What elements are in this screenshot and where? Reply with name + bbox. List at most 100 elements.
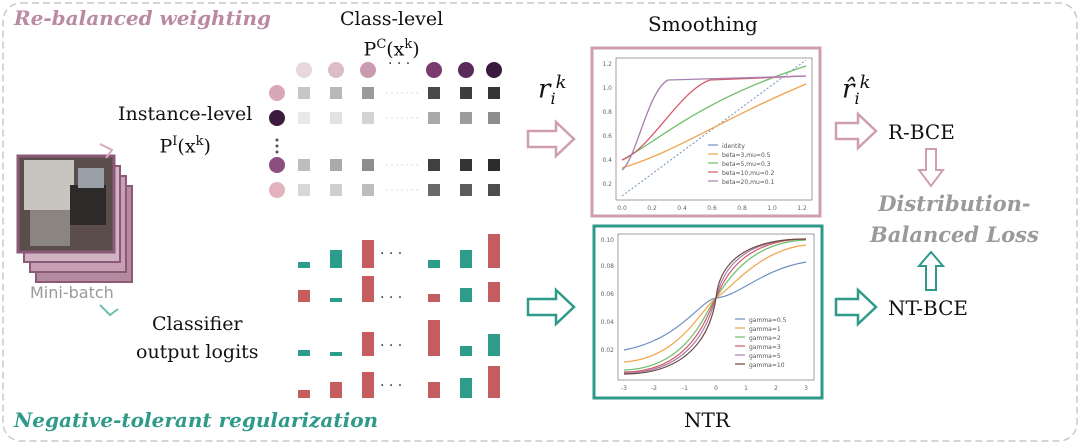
smoothing-legend-0: identity xyxy=(722,143,745,150)
smoothing-curve-1 xyxy=(621,83,807,169)
logit-bar xyxy=(428,294,440,302)
matrix-cell xyxy=(488,112,500,124)
outer-frame xyxy=(2,2,1078,442)
r-ik-sup: k xyxy=(555,72,567,93)
ntr-xtick: -2 xyxy=(651,385,657,392)
matrix-cell xyxy=(298,87,310,99)
instance-level-close: ) xyxy=(203,135,211,158)
distribution-balanced-loss: Distribution- Balanced Loss xyxy=(870,188,1039,250)
instance-level-formula: PI(xk) xyxy=(118,128,252,160)
logit-bar xyxy=(330,382,342,398)
matrix-cell xyxy=(488,159,500,171)
matrix-cell xyxy=(298,159,310,171)
class-level-dots xyxy=(296,62,502,78)
matrix-cell xyxy=(460,87,472,99)
mini-batch-images xyxy=(16,154,133,283)
smoothing-xtick: 0.8 xyxy=(737,205,747,212)
instance-level-p: P xyxy=(159,135,173,158)
section-title-ntr: Negative-tolerant regularization xyxy=(14,408,379,432)
instance-level-x: (x xyxy=(177,135,196,158)
weight-matrix xyxy=(298,87,500,196)
ntr-xtick: 3 xyxy=(804,385,808,392)
class-dot xyxy=(458,62,474,78)
matrix-cell xyxy=(298,184,310,196)
rhat-ik-symbol: r̂ik xyxy=(842,72,870,108)
smoothing-curve-4 xyxy=(621,75,807,171)
class-level-sup: C xyxy=(376,37,387,52)
classifier-subtitle: output logits xyxy=(136,341,259,363)
logit-bar xyxy=(362,276,374,302)
section-title-rebalanced: Re-balanced weighting xyxy=(14,6,271,30)
logit-bar xyxy=(488,234,500,268)
db-loss-line-2: Balanced Loss xyxy=(870,222,1039,247)
class-level-formula: PC(xk) xyxy=(340,32,443,62)
ntr-legend-2: gamma=2 xyxy=(749,335,781,342)
logit-bar xyxy=(298,350,310,356)
ntr-legend-5: gamma=10 xyxy=(749,362,785,369)
arrow-to-smoothing xyxy=(526,119,576,159)
ntr-xticks: -3 -2 -1 0 1 2 3 xyxy=(621,385,808,392)
classifier-title: Classifier xyxy=(152,313,243,335)
matrix-cell xyxy=(330,159,342,171)
logit-bar xyxy=(460,288,472,302)
smoothing-xtick: 1.2 xyxy=(797,205,807,212)
ntr-ytick: 0.10 xyxy=(601,237,615,244)
ntr-xtick: 0 xyxy=(714,385,718,392)
smoothing-legend: identity beta=3,mu=0.5 beta=5,mu=0.3 bet… xyxy=(708,143,774,186)
ntr-axes xyxy=(617,233,815,381)
ntr-xtick: 1 xyxy=(744,385,748,392)
matrix-cell xyxy=(428,112,440,124)
r-ik-sub: i xyxy=(550,88,556,108)
inst-ellipsis xyxy=(275,150,279,154)
logit-bar xyxy=(330,298,342,302)
r-ik-base: r xyxy=(538,74,551,105)
matrix-cell xyxy=(362,112,374,124)
logit-bar xyxy=(330,250,342,268)
instance-level-label: Instance-level PI(xk) xyxy=(118,100,252,160)
dots-bars-2: · · · xyxy=(380,290,403,306)
class-level-p: P xyxy=(363,38,377,61)
ntr-xtick: -3 xyxy=(621,385,627,392)
logit-bar xyxy=(428,320,440,356)
ntr-ytick: 0.06 xyxy=(601,291,615,298)
class-dot xyxy=(426,62,442,78)
smoothing-xtick: 0.2 xyxy=(647,205,657,212)
mini-batch-label: Mini-batch xyxy=(30,283,114,302)
smoothing-xtick: 1.0 xyxy=(767,205,777,212)
db-loss-line-1: Distribution- xyxy=(878,191,1031,216)
ntr-plot: gamma=0.5 gamma=1 gamma=2 gamma=3 gamma=… xyxy=(592,224,824,400)
class-dot xyxy=(328,62,344,78)
instance-dot xyxy=(269,85,285,101)
logit-bar xyxy=(298,290,310,302)
matrix-cell xyxy=(488,87,500,99)
logit-bar xyxy=(488,334,500,356)
matrix-cell xyxy=(428,184,440,196)
smoothing-xtick: 0.4 xyxy=(677,205,687,212)
smoothing-ytick: 0.8 xyxy=(602,109,612,116)
ntr-legend: gamma=0.5 gamma=1 gamma=2 gamma=3 gamma=… xyxy=(735,317,787,369)
rbce-label: R-BCE xyxy=(888,120,955,144)
logit-bar xyxy=(428,260,440,268)
arrow-to-rbce xyxy=(834,111,878,151)
matrix-cell xyxy=(460,184,472,196)
smoothing-xtick: 0.0 xyxy=(617,205,627,212)
class-level-x: (x xyxy=(386,38,405,61)
smoothing-yticks: 1.2 1.0 0.8 0.6 0.4 0.2 xyxy=(602,61,612,188)
class-dot xyxy=(296,62,312,78)
ntr-legend-3: gamma=3 xyxy=(749,344,781,351)
dots-bars-3: · · · xyxy=(380,338,403,354)
logit-bars xyxy=(298,234,500,398)
smoothing-legend-1: beta=3,mu=0.5 xyxy=(722,152,771,159)
smoothing-xticks: 0.0 0.2 0.4 0.6 0.8 1.0 1.2 xyxy=(617,205,807,212)
matrix-cell xyxy=(362,184,374,196)
logit-bar xyxy=(330,352,342,356)
instance-dot xyxy=(269,157,285,173)
instance-dot xyxy=(269,110,285,126)
matrix-cell xyxy=(362,87,374,99)
ntr-curve-5 xyxy=(623,238,807,375)
class-dot xyxy=(486,62,502,78)
dots-class: · · · xyxy=(388,56,411,72)
rhat-ik-base: r̂ xyxy=(842,74,855,105)
